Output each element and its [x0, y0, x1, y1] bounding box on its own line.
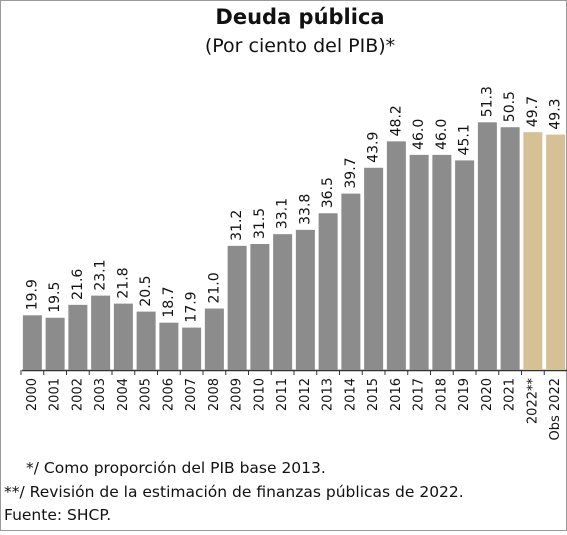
value-label: 19.9	[24, 279, 40, 310]
bar	[523, 132, 543, 370]
x-tick-label: 2007	[184, 378, 199, 411]
value-label: 21.0	[206, 272, 222, 303]
bar	[409, 154, 429, 370]
value-label: 39.7	[343, 157, 359, 188]
x-tick-label: 2020	[480, 378, 495, 411]
x-tick-label: 2021	[503, 378, 518, 411]
value-label: 31.5	[252, 208, 268, 239]
bar	[68, 304, 88, 370]
x-tick-label: 2000	[25, 378, 40, 411]
value-label: 50.5	[502, 91, 518, 122]
bar	[364, 167, 384, 370]
bar	[22, 315, 42, 370]
x-tick-label: 2011	[275, 378, 290, 411]
bar	[204, 308, 224, 370]
x-tick-label: 2003	[93, 378, 108, 411]
value-label: 46.0	[434, 119, 450, 150]
x-tick-label: 2022**	[525, 378, 540, 425]
value-label: 46.0	[411, 119, 427, 150]
chart-subtitle: (Por ciento del PIB)*	[205, 35, 395, 57]
x-tick-label: 2015	[366, 378, 381, 411]
value-label: 48.2	[388, 105, 404, 136]
value-label: 33.8	[297, 194, 313, 225]
bar	[182, 327, 202, 370]
value-label: 21.8	[115, 267, 131, 298]
value-label: 36.5	[320, 177, 336, 208]
x-tick-label: 2006	[161, 378, 176, 411]
bar	[250, 244, 270, 370]
x-tick-label: 2012	[298, 378, 313, 411]
x-tick-label: 2014	[343, 378, 358, 411]
x-tick-label: 2019	[457, 378, 472, 411]
x-tick-label: 2002	[70, 378, 85, 411]
x-tick-label: 2010	[252, 378, 267, 411]
bar	[227, 245, 247, 370]
bar	[455, 160, 475, 370]
x-tick-label: 2016	[389, 378, 404, 411]
value-label: 20.5	[138, 275, 154, 306]
x-tick-label: 2017	[412, 378, 427, 411]
bar	[386, 141, 406, 370]
bar	[136, 311, 156, 370]
value-label: 21.6	[70, 269, 86, 300]
value-label: 33.1	[275, 198, 291, 229]
bar	[45, 317, 65, 370]
value-label: 43.9	[366, 132, 382, 163]
bar	[318, 213, 338, 370]
bar	[477, 122, 497, 371]
bar	[432, 154, 452, 370]
x-tick-label: 2018	[434, 378, 449, 411]
value-label: 45.1	[457, 124, 473, 155]
bar	[341, 193, 361, 370]
value-label: 17.9	[184, 291, 200, 322]
bar	[295, 229, 315, 370]
value-label: 49.7	[525, 96, 541, 127]
value-label: 31.2	[229, 210, 245, 241]
note: Fuente: SHCP.	[4, 506, 111, 524]
note: */ Como proporción del PIB base 2013.	[26, 459, 326, 477]
value-label: 19.5	[47, 282, 63, 313]
bar	[91, 295, 111, 370]
x-tick-label: 2008	[207, 378, 222, 411]
x-tick-label: 2005	[139, 378, 154, 411]
value-label: 49.3	[548, 98, 564, 129]
value-label: 18.7	[161, 287, 177, 318]
bar	[113, 303, 133, 370]
value-label: 23.1	[93, 259, 109, 290]
note: **/ Revisión de la estimación de finanza…	[4, 483, 464, 501]
bar	[500, 127, 520, 370]
chart-title: Deuda pública	[215, 5, 384, 29]
bar	[273, 234, 293, 370]
x-tick-label: 2013	[321, 378, 336, 411]
value-label: 51.3	[479, 86, 495, 117]
bar	[159, 322, 179, 370]
x-tick-label: 2001	[48, 378, 63, 411]
x-tick-label: 2004	[116, 378, 131, 411]
x-tick-label: 2009	[230, 378, 245, 411]
x-tick-label: Obs 2022	[548, 378, 563, 440]
bar	[546, 134, 566, 370]
